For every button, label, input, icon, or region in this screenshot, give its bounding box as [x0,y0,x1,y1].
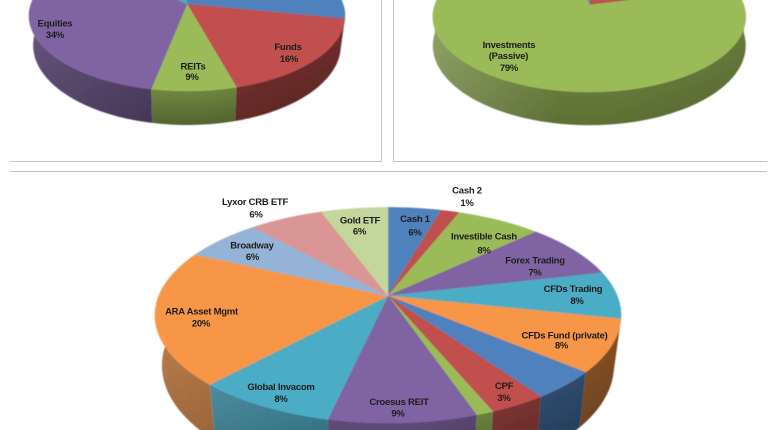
svg-text:8%: 8% [570,296,584,307]
svg-text:1%: 1% [460,198,474,209]
svg-text:6%: 6% [408,228,422,239]
svg-text:34%: 34% [46,30,65,41]
svg-text:Cash 2: Cash 2 [452,186,482,197]
svg-text:Cash 1: Cash 1 [400,214,431,225]
svg-text:6%: 6% [353,227,367,238]
svg-text:Funds: Funds [274,42,301,53]
svg-text:REITs: REITs [181,62,206,73]
svg-text:CPF: CPF [495,381,514,392]
svg-text:Equities: Equities [38,19,73,30]
svg-text:9%: 9% [391,409,405,420]
svg-text:Global Invacom: Global Invacom [247,382,314,393]
svg-text:ARA Asset Mgmt: ARA Asset Mgmt [165,307,239,318]
svg-text:8%: 8% [274,394,288,405]
svg-text:16%: 16% [280,54,299,65]
svg-text:8%: 8% [477,246,491,257]
svg-text:8%: 8% [555,341,569,352]
svg-text:Croesus REIT: Croesus REIT [369,397,429,408]
svg-text:Investible Cash: Investible Cash [451,232,517,243]
svg-text:9%: 9% [185,72,199,83]
svg-text:Lyxor CRB ETF: Lyxor CRB ETF [222,197,289,208]
svg-text:20%: 20% [192,319,211,330]
svg-text:CFDs Trading: CFDs Trading [544,284,603,295]
svg-text:CFDs Fund (private): CFDs Fund (private) [521,331,607,342]
svg-text:6%: 6% [246,252,260,263]
svg-text:Investments: Investments [483,40,536,51]
svg-text:Broadway: Broadway [230,241,274,252]
svg-text:Gold ETF: Gold ETF [340,216,381,227]
svg-text:Forex Trading: Forex Trading [505,256,565,267]
svg-text:(Passive): (Passive) [489,51,529,62]
svg-text:3%: 3% [497,393,511,404]
svg-text:6%: 6% [249,210,263,221]
svg-text:79%: 79% [500,63,519,74]
svg-text:7%: 7% [528,268,542,279]
